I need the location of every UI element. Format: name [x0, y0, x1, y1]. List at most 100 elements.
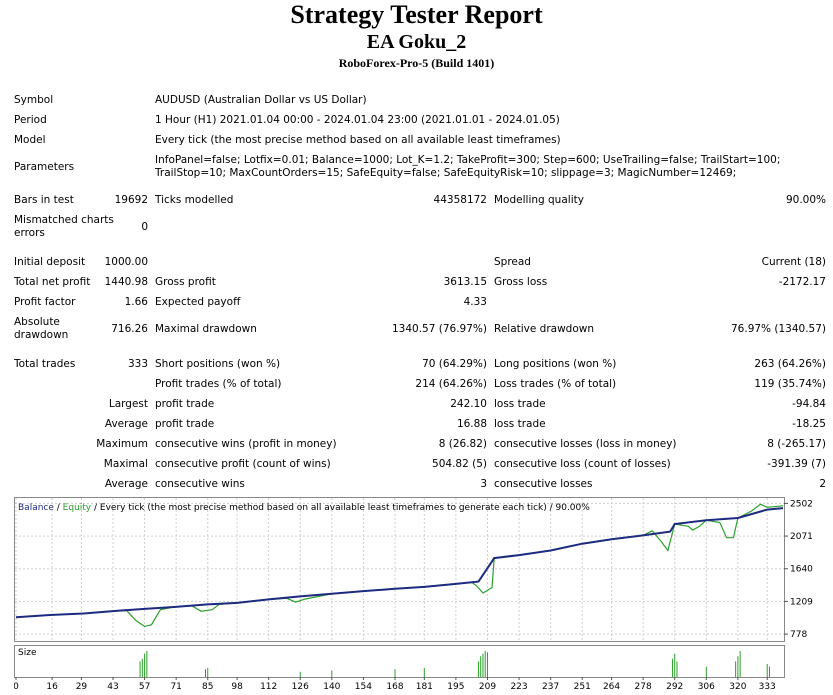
x-tick-label: 237 — [542, 682, 559, 692]
largest-label: Largest — [108, 398, 148, 410]
y-tick-labels: 2502 2071 1640 1209 778 — [784, 499, 813, 640]
size-plot-frame — [14, 645, 785, 678]
main-plot-frame — [14, 497, 785, 642]
x-tick-label: 57 — [139, 682, 150, 692]
x-tick-labels: 0 16 29 43 57 71 85 98 112 126 140 154 168 181 195 209 2… — [14, 677, 776, 692]
spread-label: Spread — [494, 256, 531, 268]
x-tick-label: 320 — [729, 682, 746, 692]
average-loss-label: loss trade — [494, 418, 546, 430]
balance-equity-chart: 2502 2071 1640 1209 778 0 16 29 43 57 71 85 98 112 12… — [14, 497, 813, 692]
short-value: 70 (64.29%) — [422, 358, 487, 370]
x-tick-label: 168 — [386, 682, 403, 692]
maximal-label: Maximal — [103, 458, 148, 470]
x-tick-label: 43 — [107, 682, 118, 692]
x-tick-label: 98 — [231, 682, 243, 692]
maxdd-label: Maximal drawdown — [155, 323, 257, 335]
grossprofit-value: 3613.15 — [443, 276, 487, 288]
mismatch-label: Mismatched charts errors — [14, 214, 114, 239]
x-tick-label: 112 — [260, 682, 277, 692]
y-tick-label: 1209 — [790, 597, 813, 607]
x-tick-label: 154 — [355, 682, 372, 692]
bars-label: Bars in test — [14, 194, 74, 206]
mismatch-value: 0 — [141, 221, 148, 233]
parameters-label: Parameters — [14, 161, 75, 173]
avg-wins-label: consecutive wins — [155, 478, 245, 490]
pf-value: 1.66 — [124, 296, 148, 308]
max-losses-value: 8 (-265.17) — [767, 438, 826, 450]
reldd-value: 76.97% (1340.57) — [731, 323, 826, 335]
average-loss-value: -18.25 — [792, 418, 826, 430]
long-value: 263 (64.26%) — [754, 358, 826, 370]
chart-legend: Balance / Equity / Every tick (the most … — [18, 503, 590, 513]
payoff-value: 4.33 — [463, 296, 487, 308]
x-tick-label: 71 — [170, 682, 181, 692]
largest-loss-label: loss trade — [494, 398, 546, 410]
y-tick-label: 2502 — [790, 499, 813, 509]
x-tick-label: 16 — [46, 682, 58, 692]
maximum-label: Maximum — [96, 438, 148, 450]
ticks-value: 44358172 — [433, 194, 487, 206]
ea-name: EA Goku_2 — [366, 31, 467, 53]
quality-value: 90.00% — [785, 194, 826, 206]
x-tick-label: 251 — [574, 682, 591, 692]
model-label: Model — [14, 134, 46, 146]
server-build: RoboForex-Pro-5 (Build 1401) — [338, 56, 495, 70]
avg-losses-value: 2 — [819, 478, 826, 490]
trades-label: Total trades — [14, 358, 76, 370]
ltrades-value: 119 (35.74%) — [754, 378, 826, 390]
symbol-label: Symbol — [14, 94, 54, 106]
y-tick-label: 1640 — [790, 565, 813, 575]
netprofit-label: Total net profit — [14, 276, 91, 288]
x-tick-label: 0 — [14, 682, 19, 692]
chart-grid — [15, 498, 784, 641]
avgcons-label: Average — [104, 478, 148, 490]
max-losses-label: consecutive losses (loss in money) — [494, 438, 677, 450]
x-tick-label: 140 — [323, 682, 340, 692]
x-tick-label: 333 — [759, 682, 776, 692]
report-title: Strategy Tester Report — [290, 0, 543, 29]
netprofit-value: 1440.98 — [104, 276, 148, 288]
maximal-loss-label: consecutive loss (count of losses) — [494, 458, 671, 470]
maximal-loss-value: -391.39 (7) — [767, 458, 826, 470]
trades-value: 333 — [127, 358, 148, 370]
max-wins-value: 8 (26.82) — [438, 438, 487, 450]
average-profit-value: 16.88 — [456, 418, 487, 430]
legend-sep: / — [54, 503, 63, 513]
reldd-label: Relative drawdown — [494, 323, 595, 335]
bars-value: 19692 — [114, 194, 148, 206]
legend-balance: Balance — [18, 503, 54, 513]
grossloss-label: Gross loss — [494, 276, 548, 288]
avg-losses-label: consecutive losses — [494, 478, 593, 490]
period-value: 1 Hour (H1) 2021.01.04 00:00 - 2024.01.0… — [155, 114, 560, 126]
avg-wins-value: 3 — [480, 478, 487, 490]
x-tick-label: 306 — [698, 682, 715, 692]
short-label: Short positions (won %) — [155, 358, 281, 370]
largest-profit-label: profit trade — [155, 398, 215, 410]
x-tick-label: 292 — [666, 682, 683, 692]
largest-loss-value: -94.84 — [792, 398, 826, 410]
max-wins-label: consecutive wins (profit in money) — [155, 438, 337, 450]
long-label: Long positions (won %) — [494, 358, 617, 370]
x-tick-label: 223 — [510, 682, 527, 692]
parameters-value: InfoPanel=false; Lotfix=0.01; Balance=10… — [155, 154, 781, 179]
ticks-label: Ticks modelled — [155, 194, 234, 206]
payoff-label: Expected payoff — [155, 296, 241, 308]
y-tick-label: 778 — [790, 630, 807, 640]
deposit-label: Initial deposit — [14, 256, 86, 268]
y-tick-label: 2071 — [790, 532, 813, 542]
x-tick-label: 264 — [603, 682, 620, 692]
x-tick-label: 278 — [635, 682, 652, 692]
legend-equity: Equity — [63, 503, 92, 513]
ltrades-label: Loss trades (% of total) — [494, 378, 617, 390]
ptrades-value: 214 (64.26%) — [415, 378, 487, 390]
grossprofit-label: Gross profit — [155, 276, 216, 288]
average-profit-label: profit trade — [155, 418, 215, 430]
x-tick-label: 181 — [416, 682, 433, 692]
size-bars — [139, 651, 770, 677]
x-tick-label: 126 — [292, 682, 309, 692]
size-label: Size — [18, 648, 37, 658]
x-tick-label: 195 — [447, 682, 464, 692]
grossloss-value: -2172.17 — [778, 276, 826, 288]
ptrades-label: Profit trades (% of total) — [155, 378, 282, 390]
pf-label: Profit factor — [14, 296, 76, 308]
